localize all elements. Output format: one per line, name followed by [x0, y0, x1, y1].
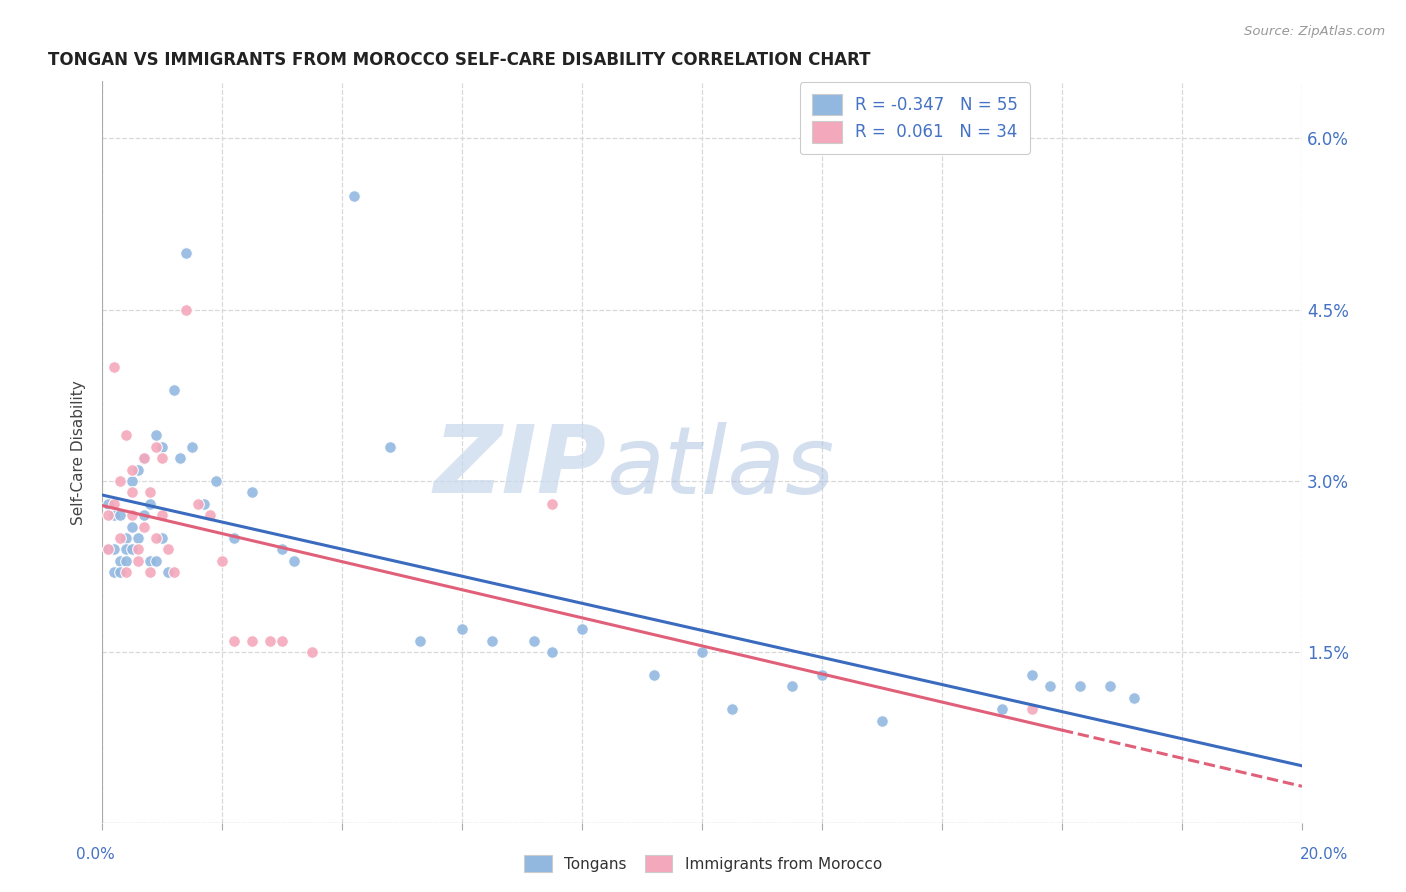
Point	[157, 566, 180, 580]
Point	[139, 497, 162, 511]
Point	[121, 542, 143, 557]
Point	[193, 497, 215, 511]
Point	[1069, 680, 1091, 694]
Point	[150, 440, 173, 454]
Point	[139, 485, 162, 500]
Point	[721, 702, 744, 716]
Point	[240, 485, 263, 500]
Point	[157, 542, 180, 557]
Point	[115, 531, 138, 545]
Point	[139, 554, 162, 568]
Point	[198, 508, 221, 523]
Point	[108, 531, 131, 545]
Point	[780, 680, 803, 694]
Point	[134, 451, 156, 466]
Point	[134, 519, 156, 533]
Point	[97, 508, 120, 523]
Legend: R = -0.347   N = 55, R =  0.061   N = 34: R = -0.347 N = 55, R = 0.061 N = 34	[800, 82, 1029, 154]
Point	[115, 554, 138, 568]
Point	[103, 359, 125, 374]
Point	[150, 531, 173, 545]
Point	[271, 542, 294, 557]
Point	[451, 623, 474, 637]
Point	[145, 554, 167, 568]
Text: Source: ZipAtlas.com: Source: ZipAtlas.com	[1244, 25, 1385, 38]
Point	[1098, 680, 1121, 694]
Point	[145, 440, 167, 454]
Point	[121, 519, 143, 533]
Point	[343, 188, 366, 202]
Text: ZIP: ZIP	[433, 421, 606, 513]
Point	[811, 668, 834, 682]
Point	[108, 554, 131, 568]
Point	[283, 554, 305, 568]
Point	[481, 633, 503, 648]
Point	[409, 633, 432, 648]
Text: TONGAN VS IMMIGRANTS FROM MOROCCO SELF-CARE DISABILITY CORRELATION CHART: TONGAN VS IMMIGRANTS FROM MOROCCO SELF-C…	[48, 51, 870, 69]
Point	[127, 462, 149, 476]
Point	[174, 245, 197, 260]
Point	[240, 633, 263, 648]
Point	[163, 383, 186, 397]
Point	[97, 542, 120, 557]
Point	[991, 702, 1014, 716]
Point	[115, 542, 138, 557]
Point	[127, 554, 149, 568]
Point	[1021, 702, 1043, 716]
Point	[169, 451, 191, 466]
Point	[1039, 680, 1062, 694]
Point	[163, 566, 186, 580]
Point	[121, 485, 143, 500]
Point	[541, 645, 564, 659]
Point	[1021, 668, 1043, 682]
Point	[115, 428, 138, 442]
Point	[259, 633, 281, 648]
Point	[121, 462, 143, 476]
Point	[1123, 690, 1146, 705]
Point	[271, 633, 294, 648]
Text: 0.0%: 0.0%	[76, 847, 115, 862]
Point	[211, 554, 233, 568]
Point	[870, 714, 893, 728]
Point	[139, 566, 162, 580]
Point	[181, 440, 204, 454]
Point	[108, 566, 131, 580]
Point	[690, 645, 713, 659]
Point	[103, 497, 125, 511]
Point	[174, 302, 197, 317]
Point	[571, 623, 593, 637]
Point	[145, 428, 167, 442]
Point	[523, 633, 546, 648]
Y-axis label: Self-Care Disability: Self-Care Disability	[72, 380, 86, 524]
Point	[643, 668, 665, 682]
Point	[127, 542, 149, 557]
Text: atlas: atlas	[606, 422, 834, 513]
Point	[205, 474, 228, 488]
Point	[378, 440, 401, 454]
Point	[150, 508, 173, 523]
Point	[224, 531, 246, 545]
Point	[541, 497, 564, 511]
Point	[134, 508, 156, 523]
Point	[115, 566, 138, 580]
Point	[97, 542, 120, 557]
Point	[103, 566, 125, 580]
Point	[121, 508, 143, 523]
Point	[121, 474, 143, 488]
Point	[150, 451, 173, 466]
Point	[187, 497, 209, 511]
Point	[108, 474, 131, 488]
Point	[108, 508, 131, 523]
Point	[134, 451, 156, 466]
Text: 20.0%: 20.0%	[1301, 847, 1348, 862]
Point	[97, 497, 120, 511]
Legend: Tongans, Immigrants from Morocco: Tongans, Immigrants from Morocco	[516, 847, 890, 880]
Point	[145, 531, 167, 545]
Point	[103, 508, 125, 523]
Point	[103, 542, 125, 557]
Point	[301, 645, 323, 659]
Point	[224, 633, 246, 648]
Point	[127, 531, 149, 545]
